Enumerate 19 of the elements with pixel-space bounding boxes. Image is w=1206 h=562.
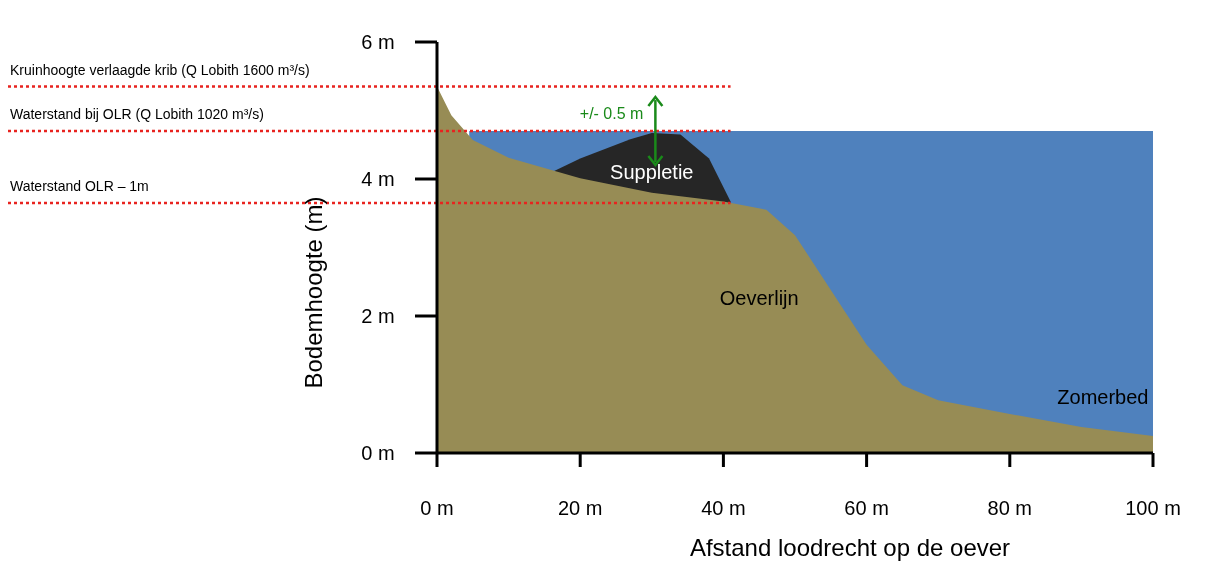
y-tick-label: 6 m (361, 31, 395, 53)
series-label: Oeverlijn (719, 287, 799, 310)
ref-line-label: Kruinhoogte verlaagde krib (Q Lobith 1600 m³/s) (10, 61, 310, 78)
x-tick-label: 100 m (1125, 497, 1181, 519)
x-axis-title: Afstand loodrecht op de oever (689, 534, 1011, 561)
series-label: Zomerbed (1057, 385, 1149, 408)
y-tick-label: 0 m (361, 442, 395, 464)
x-tick-label: 80 m (987, 497, 1033, 519)
series-label: Suppletie (610, 161, 694, 184)
y-tick-label: 4 m (361, 168, 395, 190)
x-tick-label: 20 m (557, 497, 603, 519)
ref-line-label: Waterstand bij OLR (Q Lobith 1020 m³/s) (10, 106, 264, 123)
y-tick-label: 2 m (361, 305, 395, 327)
annotation: +/- 0.5 m (579, 105, 644, 123)
y-axis-title: Bodemhoogte (m) (300, 196, 327, 389)
x-tick-label: 0 m (420, 497, 454, 519)
x-tick-label: 40 m (701, 497, 746, 519)
ref-line-label: Waterstand OLR – 1m (10, 177, 149, 194)
x-tick-label: 60 m (844, 497, 889, 519)
